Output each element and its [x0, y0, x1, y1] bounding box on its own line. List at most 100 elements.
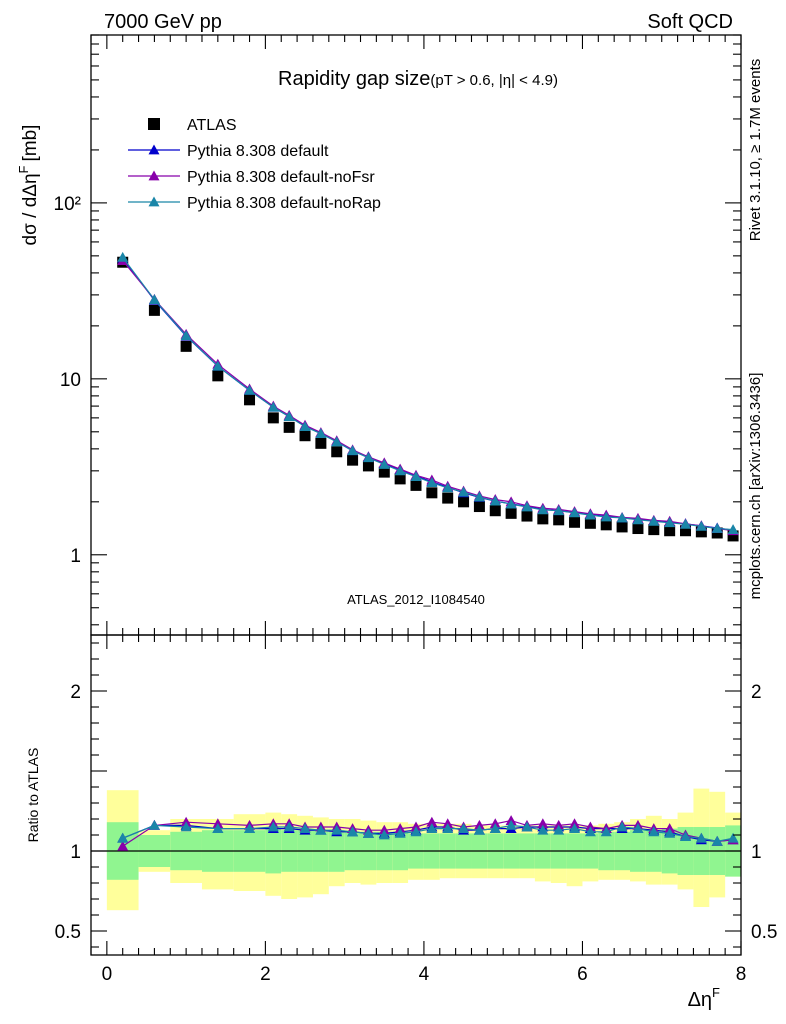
- ratio-point-pythia-8-308-default-norap: [680, 831, 692, 841]
- ratio-y-tick-label: 2: [70, 682, 81, 703]
- ratio-point-pythia-8-308-default-norap: [537, 824, 549, 835]
- ratio-point-pythia-8-308-default-norap: [458, 823, 470, 833]
- data-point-pythia-8-308-default-norap: [362, 452, 374, 463]
- data-point-atlas: [505, 507, 517, 519]
- legend-marker-pythia-8-308-default-nofsr: [148, 170, 160, 181]
- plot-title-main: Rapidity gap size: [278, 68, 430, 90]
- y-axis-label: dσ / dΔηF [mb]: [16, 125, 41, 246]
- data-point-pythia-8-308-default-norap: [180, 330, 192, 341]
- ratio-point-pythia-8-308-default-norap: [695, 832, 707, 843]
- ratio-point-pythia-8-308-default-norap: [442, 823, 454, 833]
- data-point-atlas: [347, 454, 359, 466]
- data-point-atlas: [521, 510, 533, 522]
- ratio-point-pythia-8-308-default-norap: [616, 821, 628, 832]
- data-point-pythia-8-308-default-norap: [505, 498, 517, 509]
- data-point-pythia-8-308-default-norap: [664, 517, 676, 528]
- data-point-pythia-8-308-default-norap: [244, 384, 256, 395]
- header-right: Soft QCD: [647, 11, 733, 33]
- y-axis-label-unit: [mb]: [20, 125, 41, 162]
- plot-title-cuts: (pT > 0.6, |η| < 4.9): [430, 72, 558, 89]
- data-point-pythia-8-308-default-norap: [695, 520, 707, 531]
- x-tick-label: 8: [736, 964, 747, 985]
- data-point-pythia-8-308-default-norap: [394, 465, 406, 476]
- data-point-atlas: [473, 501, 485, 513]
- header-left: 7000 GeV pp: [104, 11, 222, 33]
- legend-label-pythia-8-308-default-norap: Pythia 8.308 default-noRap: [187, 195, 381, 212]
- ratio-point-pythia-8-308-default-norap: [148, 819, 160, 830]
- data-point-atlas: [180, 340, 192, 352]
- data-point-atlas: [680, 525, 692, 537]
- x-axis-label-sup: F: [712, 985, 720, 1000]
- data-point-pythia-8-308-default-norap: [553, 505, 565, 516]
- ratio-y-axis-label: Ratio to ATLAS: [25, 748, 41, 843]
- ratio-point-pythia-8-308-default-norap: [600, 826, 612, 837]
- ratio-point-pythia-8-308-default-norap: [299, 823, 311, 833]
- ratio-point-pythia-8-308-default-norap: [553, 824, 565, 835]
- data-point-atlas: [648, 524, 660, 536]
- ratio-point-pythia-8-308-default-norap: [267, 821, 279, 832]
- data-point-atlas: [695, 526, 707, 538]
- data-point-atlas: [537, 513, 549, 525]
- data-point-pythia-8-308-default-norap: [584, 509, 596, 520]
- data-point-pythia-8-308-default-norap: [331, 436, 343, 447]
- ratio-point-pythia-8-308-default-norap: [378, 829, 390, 840]
- data-point-atlas: [362, 460, 374, 472]
- data-point-atlas: [616, 521, 628, 533]
- ratio-point-pythia-8-308-default-norap: [315, 824, 327, 835]
- data-point-pythia-8-308-default-norap: [347, 445, 359, 456]
- data-point-pythia-8-308-default-norap: [473, 491, 485, 502]
- data-point-pythia-8-308-default-norap: [521, 501, 533, 512]
- data-point-pythia-8-308-default-norap: [378, 458, 390, 469]
- ratio-point-pythia-8-308-default-norap: [394, 827, 406, 838]
- y-tick-label: 10: [60, 370, 81, 391]
- data-point-pythia-8-308-default-norap: [299, 421, 311, 432]
- data-point-atlas: [244, 394, 256, 406]
- ratio-point-pythia-8-308-default-norap: [569, 823, 581, 833]
- data-point-pythia-8-308-default-norap: [489, 495, 501, 506]
- data-point-pythia-8-308-default-norap: [680, 518, 692, 529]
- ratio-point-pythia-8-308-default-norap: [473, 824, 485, 835]
- ratio-point-pythia-8-308-default-norap: [410, 826, 422, 837]
- x-axis-label: ΔηF: [688, 985, 720, 1011]
- data-point-pythia-8-308-default-norap: [569, 507, 581, 518]
- ratio-point-pythia-8-308-default-norap: [362, 827, 374, 838]
- ratio-y-tick-label-right: 0.5: [751, 922, 777, 943]
- ratio-point-pythia-8-308-default-norap: [331, 824, 343, 835]
- y-tick-label: 10²: [54, 194, 81, 215]
- ratio-point-pythia-8-308-default-norap: [727, 832, 739, 843]
- x-axis-label-text: Δη: [688, 989, 712, 1011]
- ratio-point-pythia-8-308-default-norap: [584, 826, 596, 837]
- data-point-pythia-8-308-default-norap: [600, 511, 612, 522]
- data-point-pythia-8-308-default-norap: [616, 512, 628, 523]
- ratio-y-tick-label: 1: [70, 842, 81, 863]
- ratio-point-pythia-8-308-default-norap: [347, 826, 359, 837]
- ratio-point-pythia-8-308-default-norap: [283, 821, 295, 832]
- data-point-atlas: [711, 527, 723, 539]
- data-point-atlas: [212, 370, 224, 382]
- data-point-atlas: [600, 519, 612, 531]
- data-point-atlas: [632, 523, 644, 535]
- data-point-atlas: [378, 466, 390, 478]
- data-point-atlas: [394, 473, 406, 485]
- data-point-atlas: [569, 516, 581, 528]
- data-point-pythia-8-308-default-norap: [632, 514, 644, 525]
- data-point-atlas: [299, 430, 311, 442]
- ratio-point-pythia-8-308-default-norap: [632, 823, 644, 833]
- data-point-pythia-8-308-default-norap: [711, 523, 723, 533]
- data-point-pythia-8-308-default-norap: [212, 360, 224, 371]
- data-point-pythia-8-308-default-norap: [537, 504, 549, 515]
- ratio-y-tick-label-right: 2: [751, 682, 762, 703]
- data-point-atlas: [283, 421, 295, 433]
- data-point-pythia-8-308-default-norap: [648, 515, 660, 526]
- ratio-y-tick-label-right: 1: [751, 842, 762, 863]
- ratio-point-pythia-8-308-default-nofsr: [426, 816, 438, 827]
- legend-label-atlas: ATLAS: [187, 117, 237, 134]
- plot-title: Rapidity gap size(pT > 0.6, |η| < 4.9): [278, 68, 558, 90]
- ratio-point-pythia-8-308-default-norap: [489, 823, 501, 833]
- data-point-atlas: [664, 525, 676, 537]
- x-tick-label: 6: [577, 964, 588, 985]
- legend-marker-pythia-8-308-default-norap: [148, 196, 160, 207]
- ratio-uncertainty-bands: [91, 788, 741, 911]
- ratio-point-pythia-8-308-default-norap: [505, 819, 517, 830]
- data-point-atlas: [584, 517, 596, 529]
